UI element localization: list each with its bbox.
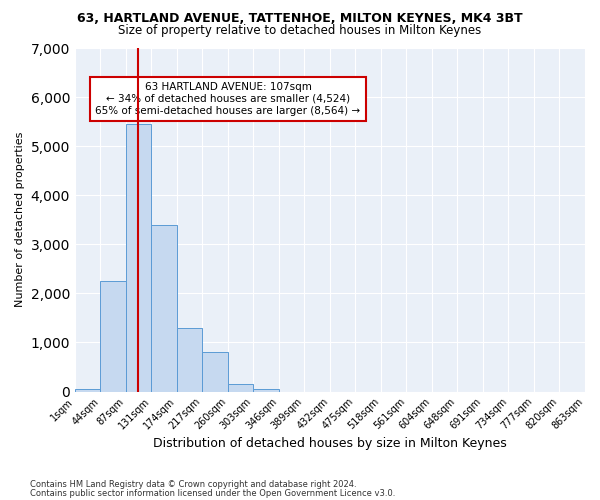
Text: 63 HARTLAND AVENUE: 107sqm
← 34% of detached houses are smaller (4,524)
65% of s: 63 HARTLAND AVENUE: 107sqm ← 34% of deta… bbox=[95, 82, 361, 116]
Bar bbox=[126, 124, 151, 392]
Bar bbox=[228, 384, 253, 392]
Text: Size of property relative to detached houses in Milton Keynes: Size of property relative to detached ho… bbox=[118, 24, 482, 37]
Bar bbox=[202, 352, 228, 392]
Bar bbox=[253, 388, 279, 392]
Text: Contains HM Land Registry data © Crown copyright and database right 2024.: Contains HM Land Registry data © Crown c… bbox=[30, 480, 356, 489]
Text: 63, HARTLAND AVENUE, TATTENHOE, MILTON KEYNES, MK4 3BT: 63, HARTLAND AVENUE, TATTENHOE, MILTON K… bbox=[77, 12, 523, 26]
Y-axis label: Number of detached properties: Number of detached properties bbox=[15, 132, 25, 308]
Bar bbox=[100, 281, 126, 392]
Text: Contains public sector information licensed under the Open Government Licence v3: Contains public sector information licen… bbox=[30, 488, 395, 498]
Bar bbox=[151, 224, 177, 392]
Bar bbox=[177, 328, 202, 392]
X-axis label: Distribution of detached houses by size in Milton Keynes: Distribution of detached houses by size … bbox=[153, 437, 507, 450]
Bar bbox=[75, 389, 100, 392]
